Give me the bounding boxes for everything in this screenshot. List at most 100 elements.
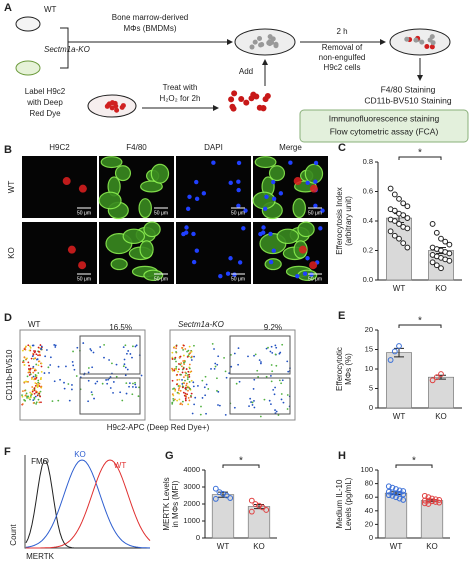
event-dot — [233, 352, 236, 355]
event-dot — [184, 379, 186, 382]
event-dot — [38, 401, 41, 404]
event-dot — [31, 386, 34, 388]
data-point — [227, 495, 234, 501]
legend-label: FMO — [31, 457, 49, 466]
event-dot — [65, 365, 67, 368]
plot-frame — [19, 329, 146, 421]
event-dot — [31, 376, 33, 379]
cell-icon — [266, 40, 272, 46]
event-dot — [27, 395, 30, 398]
event-dot — [135, 344, 138, 347]
y-tick-label: 0 — [369, 403, 373, 412]
significance-bracket — [395, 464, 433, 468]
event-dot — [260, 362, 262, 365]
event-dot — [173, 346, 176, 348]
data-point — [391, 218, 398, 224]
event-dot — [29, 398, 31, 401]
event-dot — [39, 395, 42, 398]
event-dot — [180, 373, 182, 376]
event-dot — [181, 403, 184, 406]
x-tick-label: KO — [253, 542, 265, 551]
event-dot — [21, 394, 23, 397]
event-dot — [190, 350, 193, 353]
event-dot — [173, 387, 175, 390]
event-dot — [214, 362, 217, 365]
event-dot — [112, 391, 114, 394]
plot-frame — [169, 329, 296, 421]
event-dot — [178, 363, 180, 365]
event-dot — [265, 347, 268, 350]
event-dot — [28, 370, 31, 372]
event-dot — [286, 408, 289, 410]
data-point — [438, 265, 444, 272]
event-dot — [185, 372, 188, 375]
event-dot — [182, 354, 185, 357]
event-dot — [26, 396, 28, 399]
event-dot — [48, 371, 50, 374]
event-dot — [49, 356, 52, 359]
event-dot — [190, 355, 193, 358]
event-dot — [183, 359, 186, 362]
event-dot — [29, 346, 32, 349]
event-dot — [250, 401, 252, 403]
event-dot — [31, 355, 34, 358]
data-point — [433, 229, 440, 236]
data-point — [425, 501, 432, 507]
cell-icon — [413, 37, 419, 43]
event-dot — [257, 376, 260, 378]
event-dot — [199, 413, 202, 416]
event-dot — [21, 349, 24, 352]
event-dot — [265, 375, 268, 378]
cell-stain — [98, 191, 122, 210]
event-dot — [129, 353, 132, 355]
event-dot — [270, 345, 273, 348]
event-dot — [187, 389, 189, 392]
event-dot — [251, 401, 254, 404]
event-dot — [124, 374, 127, 377]
data-point — [400, 212, 407, 219]
event-dot — [96, 380, 99, 383]
event-dot — [137, 395, 140, 398]
label: MΦs (BMDMs) — [123, 24, 176, 33]
y-tick-label: 1000 — [183, 516, 200, 525]
label: WT — [28, 320, 41, 329]
label: F4/80 Staining — [381, 84, 436, 94]
event-dot — [57, 365, 60, 368]
event-dot — [181, 386, 184, 389]
data-point — [404, 244, 411, 251]
h9c2-stain — [293, 177, 302, 186]
event-dot — [23, 356, 26, 359]
event-dot — [175, 351, 177, 353]
event-dot — [216, 363, 219, 366]
event-dot — [37, 346, 40, 349]
event-dot — [115, 363, 118, 366]
event-dot — [187, 370, 190, 373]
event-dot — [125, 392, 128, 395]
nucleus-stain — [313, 203, 318, 208]
micrograph — [22, 222, 97, 284]
event-dot — [35, 369, 37, 372]
nucleus-stain — [236, 187, 241, 193]
event-dot — [31, 367, 34, 370]
event-dot — [22, 361, 25, 364]
event-dot — [37, 350, 40, 353]
event-dot — [175, 368, 178, 371]
event-dot — [252, 388, 255, 390]
event-dot — [131, 386, 134, 388]
gate — [229, 335, 291, 375]
event-dot — [90, 391, 93, 394]
nucleus-stain — [194, 248, 200, 253]
mouse-icon — [15, 60, 41, 76]
event-dot — [187, 397, 190, 399]
scale-bar-label: 50 μm — [77, 276, 91, 282]
event-dot — [128, 382, 131, 385]
event-dot — [59, 378, 61, 381]
nucleus-stain — [262, 206, 268, 211]
event-dot — [237, 363, 239, 366]
bracket-arrow — [60, 27, 232, 69]
y-tick-label: 0.0 — [363, 275, 373, 284]
event-dot — [31, 389, 34, 391]
event-dot — [25, 380, 27, 383]
event-dot — [287, 370, 290, 373]
event-dot — [173, 398, 176, 401]
